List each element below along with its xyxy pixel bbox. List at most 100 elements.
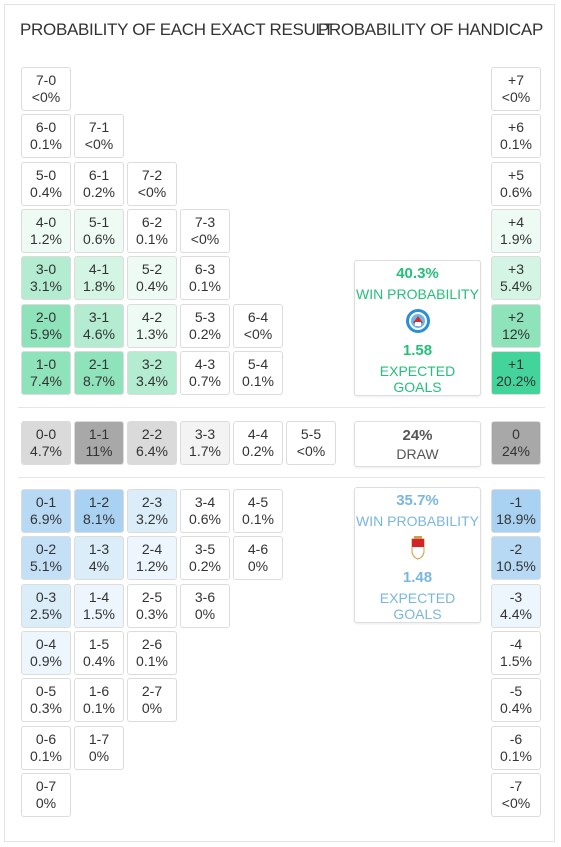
handicap-cell--5-label: -5: [509, 683, 523, 700]
score-cell-1-6: 1-6 0.1%: [74, 678, 124, 723]
score-cell-6-4-label: 6-4: [247, 308, 269, 325]
score-cell-2-5-label: 2-5: [141, 588, 163, 605]
score-cell-1-5: 1-5 0.4%: [74, 630, 124, 675]
handicap-cell-0-pct: 24%: [501, 443, 531, 459]
score-cell-1-7-pct: 0%: [88, 747, 110, 764]
score-cell-1-3-label: 1-3: [88, 541, 110, 558]
handicap-cell--6: -6 0.1%: [491, 725, 541, 770]
score-cell-3-4: 3-4 0.6%: [180, 489, 230, 533]
score-cell-0-1-label: 0-1: [35, 494, 57, 510]
score-cell-6-0-pct: 0.1%: [30, 136, 62, 153]
handicap-cell-+5: +5 0.6%: [491, 161, 541, 206]
handicap-cell--6-label: -6: [509, 730, 523, 747]
handicap-cell--5: -5 0.4%: [491, 678, 541, 723]
handicap-cell--4-label: -4: [509, 635, 523, 652]
handicap-cell-+1-label: +1: [508, 355, 524, 372]
score-cell-7-1-label: 7-1: [88, 119, 110, 136]
score-cell-0-2: 0-2 5.1%: [21, 536, 71, 581]
score-cell-4-0-label: 4-0: [35, 213, 57, 230]
score-cell-4-1-label: 4-1: [88, 261, 110, 278]
handicap-cell-+3-label: +3: [508, 261, 524, 278]
score-cell-2-2-label: 2-2: [141, 426, 163, 442]
away-win-pct: 35.7%: [396, 492, 439, 509]
score-cell-4-1: 4-1 1.8%: [74, 256, 124, 301]
handicap-cell--3: -3 4.4%: [491, 583, 541, 628]
score-cell-6-0-label: 6-0: [35, 119, 57, 136]
score-cell-0-1-pct: 6.9%: [30, 511, 62, 527]
handicap-cell-+6-pct: 0.1%: [500, 136, 532, 153]
score-cell-0-1: 0-1 6.9%: [21, 489, 71, 533]
handicap-cell-0-label: 0: [512, 426, 520, 442]
score-cell-4-6-label: 4-6: [247, 541, 269, 558]
score-cell-0-5: 0-5 0.3%: [21, 678, 71, 723]
score-cell-6-4: 6-4 <0%: [233, 303, 283, 348]
home-expected-goals-label: EXPECTED GOALS: [379, 363, 456, 395]
score-cell-3-6: 3-6 0%: [180, 583, 230, 628]
score-cell-1-5-label: 1-5: [88, 635, 110, 652]
score-cell-0-2-label: 0-2: [35, 541, 57, 558]
score-cell-1-5-pct: 0.4%: [83, 652, 115, 669]
score-cell-2-4-pct: 1.2%: [136, 558, 168, 575]
score-cell-3-0: 3-0 3.1%: [21, 256, 71, 301]
score-cell-1-3: 1-3 4%: [74, 536, 124, 581]
score-cell-4-5: 4-5 0.1%: [233, 489, 283, 533]
score-cell-2-1-label: 2-1: [88, 355, 110, 372]
score-cell-0-0: 0-0 4.7%: [21, 421, 71, 465]
handicap-cell-+1-pct: 20.2%: [496, 372, 536, 389]
score-cell-4-6-pct: 0%: [247, 558, 269, 575]
score-cell-3-5-label: 3-5: [194, 541, 216, 558]
score-cell-7-0: 7-0 <0%: [21, 67, 71, 111]
score-cell-4-3: 4-3 0.7%: [180, 350, 230, 395]
score-cell-5-0-pct: 0.4%: [30, 183, 62, 200]
handicap-cell--5-pct: 0.4%: [500, 700, 532, 717]
handicap-cell-+7-pct: <0%: [501, 89, 531, 105]
score-cell-0-2-pct: 5.1%: [30, 558, 62, 575]
score-cell-0-5-pct: 0.3%: [30, 700, 62, 717]
score-cell-6-2: 6-2 0.1%: [127, 208, 177, 253]
score-cell-5-1-pct: 0.6%: [83, 230, 115, 247]
score-cell-5-5: 5-5 <0%: [286, 421, 336, 465]
handicap-cell--4: -4 1.5%: [491, 630, 541, 675]
score-cell-0-7-pct: 0%: [35, 794, 57, 811]
handicap-cell--3-pct: 4.4%: [500, 605, 532, 622]
score-cell-0-6-pct: 0.1%: [30, 747, 62, 764]
score-cell-2-0-pct: 5.9%: [30, 325, 62, 342]
draw-card: 24% DRAW: [354, 421, 481, 467]
score-cell-7-0-pct: <0%: [31, 89, 61, 105]
handicap-cell-0: 0 24%: [491, 421, 541, 465]
score-cell-5-4-pct: 0.1%: [242, 372, 274, 389]
score-cell-6-2-pct: 0.1%: [136, 230, 168, 247]
score-cell-2-0-label: 2-0: [35, 308, 57, 325]
score-cell-1-2: 1-2 8.1%: [74, 489, 124, 533]
score-cell-0-6-label: 0-6: [35, 730, 57, 747]
score-cell-3-2-label: 3-2: [141, 355, 163, 372]
handicap-cell-+5-label: +5: [508, 166, 524, 183]
score-cell-1-3-pct: 4%: [88, 558, 110, 575]
score-cell-2-5: 2-5 0.3%: [127, 583, 177, 628]
score-cell-7-3-label: 7-3: [194, 213, 216, 230]
score-cell-4-2: 4-2 1.3%: [127, 303, 177, 348]
score-cell-4-4-label: 4-4: [247, 426, 269, 442]
score-cell-1-1: 1-1 11%: [74, 421, 124, 465]
score-cell-3-1-pct: 4.6%: [83, 325, 115, 342]
score-cell-2-4: 2-4 1.2%: [127, 536, 177, 581]
score-cell-3-2-pct: 3.4%: [136, 372, 168, 389]
score-cell-1-0: 1-0 7.4%: [21, 350, 71, 395]
score-cell-4-0: 4-0 1.2%: [21, 208, 71, 253]
away-expected-goals-label: EXPECTED GOALS: [379, 590, 456, 622]
handicap-cell--7-label: -7: [509, 777, 523, 794]
score-cell-5-4: 5-4 0.1%: [233, 350, 283, 395]
score-cell-1-4: 1-4 1.5%: [74, 583, 124, 628]
score-cell-7-3-pct: <0%: [190, 230, 220, 247]
score-cell-7-2: 7-2 <0%: [127, 161, 177, 206]
score-cell-3-0-label: 3-0: [35, 261, 57, 278]
handicap-cell-+5-pct: 0.6%: [500, 183, 532, 200]
handicap-cell-+2: +2 12%: [491, 303, 541, 348]
score-cell-2-3-pct: 3.2%: [136, 511, 168, 527]
handicap-cell-+1: +1 20.2%: [491, 350, 541, 395]
score-cell-5-0: 5-0 0.4%: [21, 161, 71, 206]
score-cell-2-1: 2-1 8.7%: [74, 350, 124, 395]
score-cell-4-2-label: 4-2: [141, 308, 163, 325]
score-cell-1-7-label: 1-7: [88, 730, 110, 747]
score-cell-0-4: 0-4 0.9%: [21, 630, 71, 675]
